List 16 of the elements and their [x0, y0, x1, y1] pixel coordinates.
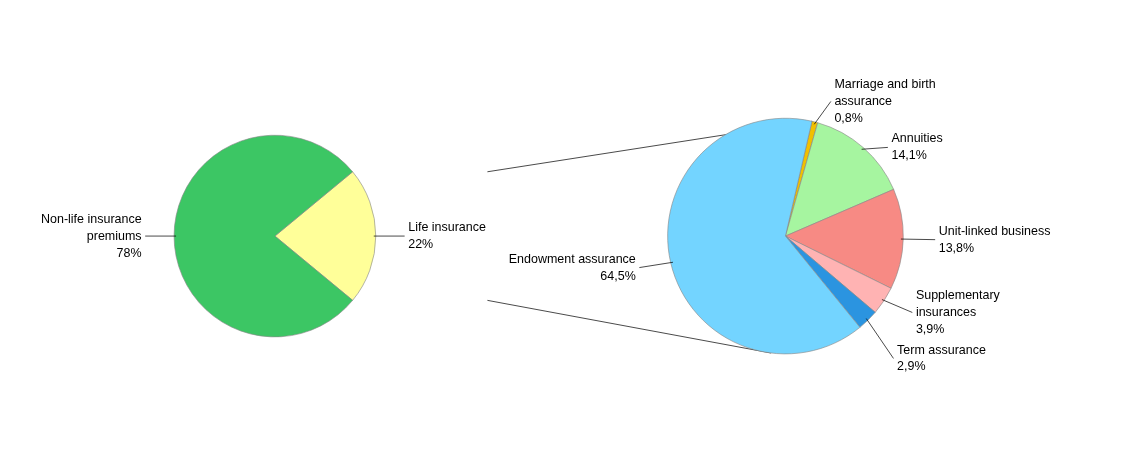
- data-label: 78%: [116, 245, 142, 260]
- slice-label: Endowment assurance: [508, 251, 636, 266]
- data-label: 0,8%: [834, 110, 863, 125]
- slice-label: Life insurance: [408, 220, 486, 235]
- data-label: 13,8%: [938, 240, 975, 255]
- slice-label: Term assurance: [897, 342, 986, 357]
- slice-label: Non-life insurance premiums: [40, 211, 142, 243]
- slice-label: Marriage and birth assurance: [834, 77, 936, 108]
- data-label: 14,1%: [891, 148, 927, 163]
- data-label: 2,9%: [897, 359, 926, 374]
- data-label: 3,9%: [915, 322, 945, 337]
- slice-label: Annuities: [891, 131, 943, 146]
- data-label: 22%: [408, 237, 434, 252]
- data-label: 64,5%: [600, 268, 636, 283]
- slice-label: Supplementary insurances: [915, 288, 1001, 320]
- slice-label: Unit-linked business: [938, 223, 1051, 238]
